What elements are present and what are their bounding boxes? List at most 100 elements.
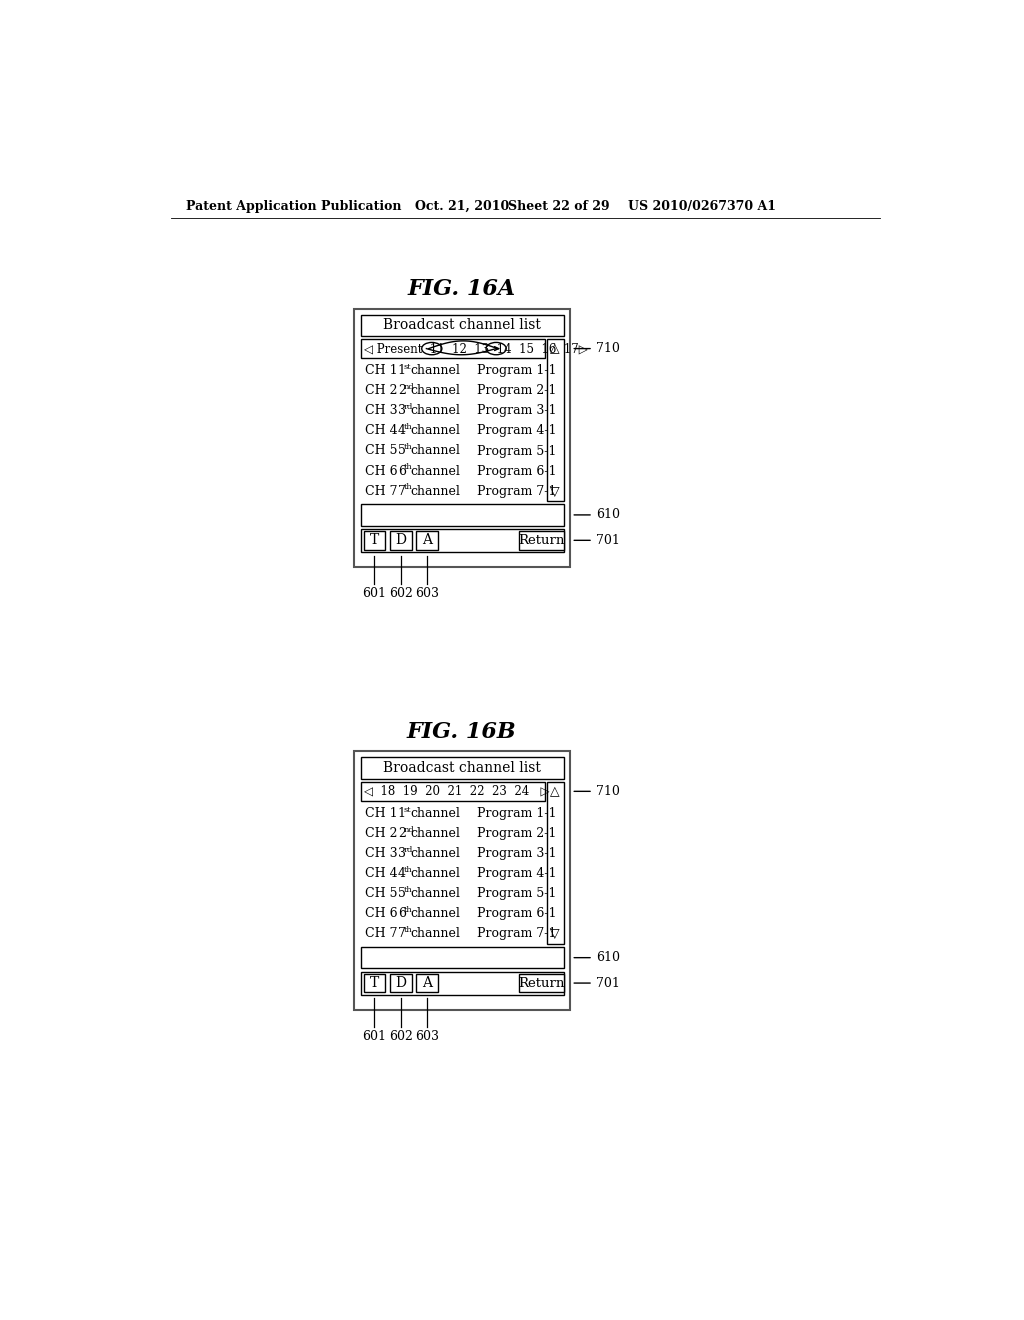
Bar bbox=[360, 972, 563, 995]
Text: Program 1-1: Program 1-1 bbox=[477, 364, 556, 378]
Text: Return: Return bbox=[518, 533, 564, 546]
Text: Oct. 21, 2010: Oct. 21, 2010 bbox=[415, 199, 509, 213]
Text: 601: 601 bbox=[362, 587, 386, 601]
Text: CH 7: CH 7 bbox=[366, 927, 397, 940]
Text: st: st bbox=[403, 805, 412, 814]
Text: CH 4: CH 4 bbox=[366, 425, 397, 437]
Text: 610: 610 bbox=[596, 508, 621, 521]
Text: channel: channel bbox=[410, 867, 460, 880]
Text: 5: 5 bbox=[397, 445, 406, 458]
Text: Broadcast channel list: Broadcast channel list bbox=[383, 318, 541, 333]
Bar bbox=[364, 531, 385, 549]
Text: 601: 601 bbox=[362, 1030, 386, 1043]
Text: CH 3: CH 3 bbox=[366, 847, 397, 861]
Text: CH 4: CH 4 bbox=[366, 867, 397, 880]
Text: 7: 7 bbox=[397, 484, 406, 498]
Text: △: △ bbox=[550, 785, 560, 797]
Bar bbox=[547, 339, 563, 502]
Bar bbox=[364, 974, 385, 993]
Text: th: th bbox=[403, 925, 413, 935]
Text: st: st bbox=[403, 363, 412, 371]
Text: Program 6-1: Program 6-1 bbox=[477, 465, 556, 478]
Text: 2: 2 bbox=[397, 828, 406, 841]
Text: Program 7-1: Program 7-1 bbox=[477, 927, 556, 940]
Text: 602: 602 bbox=[389, 1030, 413, 1043]
Text: D: D bbox=[395, 533, 407, 548]
Text: 603: 603 bbox=[415, 587, 439, 601]
Text: D: D bbox=[395, 975, 407, 990]
Text: CH 6: CH 6 bbox=[366, 465, 397, 478]
Text: channel: channel bbox=[410, 404, 460, 417]
Bar bbox=[417, 974, 438, 993]
Text: FIG. 16B: FIG. 16B bbox=[407, 721, 516, 743]
Text: channel: channel bbox=[410, 828, 460, 841]
Text: Program 5-1: Program 5-1 bbox=[477, 887, 556, 900]
Text: channel: channel bbox=[410, 907, 460, 920]
Text: CH 2: CH 2 bbox=[366, 384, 397, 397]
Text: 610: 610 bbox=[596, 952, 621, 964]
Text: channel: channel bbox=[410, 445, 460, 458]
Bar bbox=[417, 531, 438, 549]
Text: 710: 710 bbox=[596, 785, 620, 797]
Bar bbox=[354, 309, 569, 568]
Text: ◁  18  19  20  21  22  23  24   ▷: ◁ 18 19 20 21 22 23 24 ▷ bbox=[364, 785, 549, 797]
Bar bbox=[354, 751, 569, 1010]
Bar bbox=[518, 974, 563, 993]
Text: 602: 602 bbox=[389, 587, 413, 601]
Text: T: T bbox=[370, 975, 379, 990]
Bar bbox=[390, 974, 412, 993]
Bar bbox=[360, 758, 563, 779]
Bar bbox=[518, 531, 563, 549]
Text: rd: rd bbox=[403, 403, 414, 411]
Text: rd: rd bbox=[403, 846, 414, 854]
Text: ▽: ▽ bbox=[550, 484, 560, 498]
Text: nd: nd bbox=[403, 826, 415, 834]
Text: 701: 701 bbox=[596, 533, 620, 546]
Text: △: △ bbox=[550, 342, 560, 355]
Text: 4: 4 bbox=[397, 867, 406, 880]
Text: th: th bbox=[403, 906, 413, 913]
Text: channel: channel bbox=[410, 887, 460, 900]
Text: FIG. 16A: FIG. 16A bbox=[408, 279, 515, 301]
Text: Program 2-1: Program 2-1 bbox=[477, 828, 556, 841]
Text: th: th bbox=[403, 886, 413, 894]
Text: channel: channel bbox=[410, 927, 460, 940]
Text: CH 5: CH 5 bbox=[366, 445, 397, 458]
Text: 2: 2 bbox=[397, 384, 406, 397]
Text: CH 1: CH 1 bbox=[366, 807, 397, 820]
Bar bbox=[360, 314, 563, 337]
Text: 6: 6 bbox=[397, 465, 406, 478]
Text: Broadcast channel list: Broadcast channel list bbox=[383, 762, 541, 775]
Text: US 2010/0267370 A1: US 2010/0267370 A1 bbox=[628, 199, 776, 213]
Text: th: th bbox=[403, 463, 413, 471]
Text: CH 2: CH 2 bbox=[366, 828, 397, 841]
Text: Program 3-1: Program 3-1 bbox=[477, 847, 556, 861]
Text: channel: channel bbox=[410, 364, 460, 378]
Text: 6: 6 bbox=[397, 907, 406, 920]
Text: channel: channel bbox=[410, 425, 460, 437]
Text: Sheet 22 of 29: Sheet 22 of 29 bbox=[508, 199, 609, 213]
Text: Program 3-1: Program 3-1 bbox=[477, 404, 556, 417]
Text: channel: channel bbox=[410, 807, 460, 820]
Bar bbox=[360, 946, 563, 969]
Text: 5: 5 bbox=[397, 887, 406, 900]
Text: Patent Application Publication: Patent Application Publication bbox=[186, 199, 401, 213]
Text: channel: channel bbox=[410, 384, 460, 397]
Text: 701: 701 bbox=[596, 977, 620, 990]
Text: 1: 1 bbox=[397, 364, 406, 378]
Text: 7: 7 bbox=[397, 927, 406, 940]
Text: channel: channel bbox=[410, 847, 460, 861]
Text: th: th bbox=[403, 483, 413, 491]
Text: channel: channel bbox=[410, 465, 460, 478]
Text: ◁ Present  11  12  13  14  15  16  17▷: ◁ Present 11 12 13 14 15 16 17▷ bbox=[364, 342, 588, 355]
Text: 1: 1 bbox=[397, 807, 406, 820]
Bar bbox=[360, 504, 563, 525]
Text: ▽: ▽ bbox=[550, 927, 560, 940]
Text: Program 4-1: Program 4-1 bbox=[477, 867, 556, 880]
Bar bbox=[360, 529, 563, 552]
Bar bbox=[360, 339, 545, 358]
Text: CH 1: CH 1 bbox=[366, 364, 397, 378]
Text: channel: channel bbox=[410, 484, 460, 498]
Text: 603: 603 bbox=[415, 1030, 439, 1043]
Text: th: th bbox=[403, 444, 413, 451]
